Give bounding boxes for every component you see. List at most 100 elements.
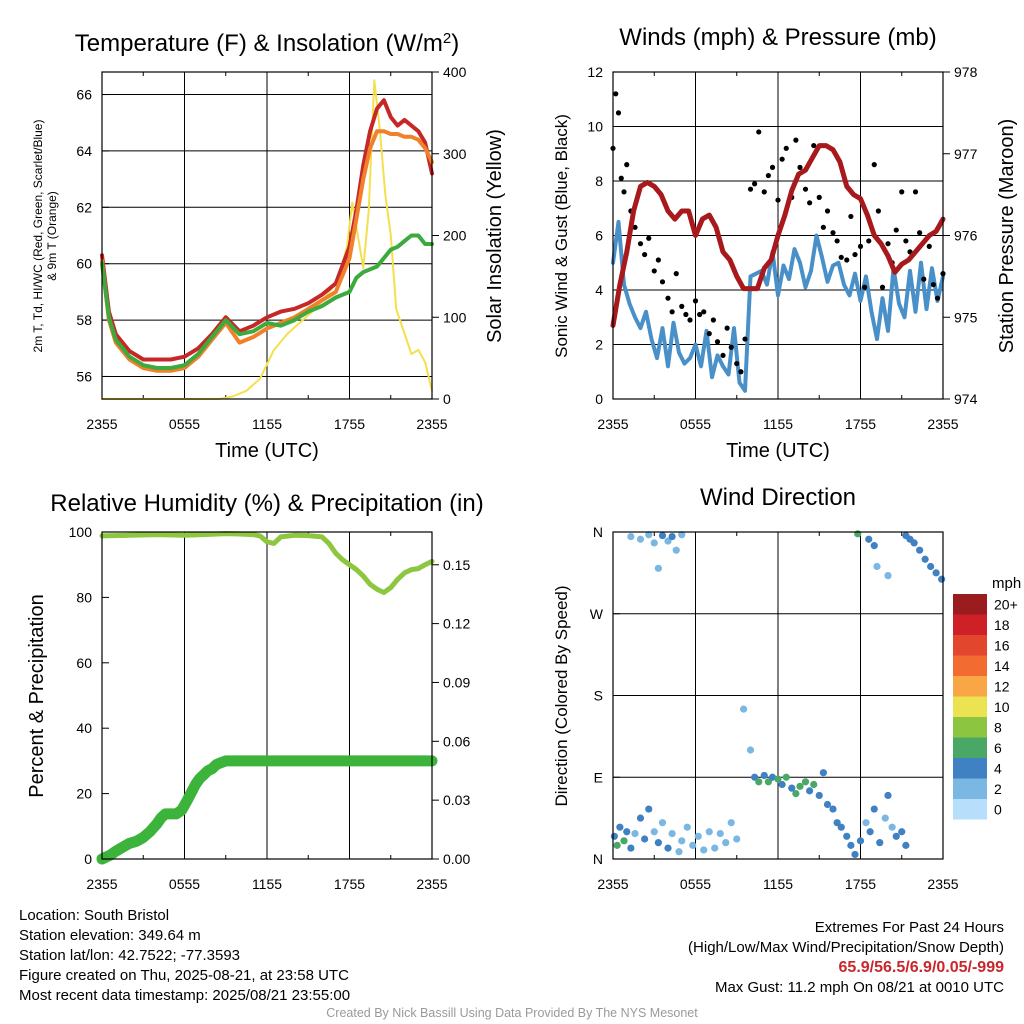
gust-point [912,189,919,195]
direction-point [884,572,892,580]
temperature-x-tick-label: 2355 [86,416,117,432]
direction-title: Wind Direction [700,484,856,511]
direction-x-tick-label: 1755 [845,876,876,892]
gust-point [734,360,740,367]
humidity-y-tick-label: 20 [76,786,92,802]
winds-y-tick-label: 0 [595,391,603,407]
colorbar-swatch [953,635,987,656]
winds-y-tick-label: 2 [595,337,603,353]
direction-point [881,814,889,822]
credit-line: Created By Nick Bassill Using Data Provi… [326,1006,698,1020]
colorbar-swatch [953,594,987,615]
direction-y-tick-label: E [594,769,603,785]
extremes-info: Extremes For Past 24 Hours (High/Low/Max… [688,918,1004,998]
colorbar-label: 8 [994,719,1002,735]
direction-point [664,844,672,852]
colorbar-swatch [953,655,987,676]
direction-point [627,532,635,541]
gust-point [830,230,836,236]
direction-point [689,841,697,849]
gust-point [621,189,627,195]
direction-point [870,542,878,550]
gust-point [724,325,730,331]
max-gust: Max Gust: 11.2 mph On 08/21 at 0010 UTC [714,979,1004,996]
direction-point [865,535,873,543]
temperature-x-tick-label: 1755 [334,416,365,432]
direction-point [645,531,653,539]
gust-point [642,251,648,258]
direction-point [823,800,832,809]
direction-point [613,841,621,849]
direction-point [806,787,814,795]
colorbar-label: 6 [994,740,1002,756]
gust-point [769,164,776,170]
colorbar-label: 14 [994,658,1010,674]
relative-humidity-line [99,531,435,595]
winds-y2-tick-label: 977 [954,146,978,162]
winds-x-tick-label: 1155 [763,416,793,432]
colorbar-swatch [953,799,987,820]
winds-y-tick-label: 4 [595,282,603,298]
humidity-y-tick-label: 80 [76,589,92,605]
humidity-y-tick-label: 40 [76,720,92,736]
gust-point [738,369,744,375]
direction-point [819,769,827,777]
gust-point [669,309,675,315]
extremes-title: Extremes For Past 24 Hours [814,919,1004,936]
gust-point [917,230,923,236]
winds-panel: 2355 0555 1155 1755 2355 0 2 4 6 8 10 12 974 975 976 97… [552,24,1018,462]
station-latlon: Station lat/lon: 42.7522; -77.3593 [19,947,241,964]
direction-point [851,850,859,859]
gust-point [747,186,754,192]
pressure-line [610,143,946,328]
direction-y-tick-label: S [594,688,603,704]
direction-point [678,837,686,845]
humidity-title: Relative Humidity (%) & Precipitation (i… [50,490,483,517]
winds-y2-tick-label: 978 [954,64,978,80]
direction-point [623,828,631,836]
winds-y-tick-label: 10 [587,119,603,135]
temperature-y-tick-label: 62 [76,199,92,215]
gust-point [618,175,624,181]
temperature-ylabel-line2: & 9m T (Orange) [45,191,59,281]
gust-point [714,339,721,345]
gust-point [857,243,864,249]
humidity-panel: 2355 0555 1155 1755 2355 0 20 40 60 80 100 0.00 0.03… [26,490,484,892]
winds-y2label: Station Pressure (Maroon) [996,119,1018,354]
direction-panel: 2355 0555 1155 1755 2355 N E S W N Wind Direction… [552,484,1021,892]
temperature-y2-tick-label: 300 [443,146,467,162]
gust-point [692,298,699,304]
humidity-y2-tick-label: 0.06 [443,733,470,749]
colorbar-swatch [953,696,987,717]
colorbar-label: 4 [994,760,1002,776]
winds-y-tick-label: 12 [587,64,603,80]
winds-y-tick-label: 6 [595,228,603,244]
direction-x-tick-label: 2355 [927,876,958,892]
humidity-y2-tick-label: 0.09 [443,674,470,690]
direction-point [810,780,818,789]
gust-point [844,257,850,263]
colorbar-swatch [953,758,987,779]
colorbar-swatch [953,778,987,799]
direction-point [755,778,763,786]
humidity-x-tick-label: 1155 [252,876,282,892]
humidity-y-tick-label: 60 [76,655,92,671]
direction-point [910,539,918,547]
temperature-y2-tick-label: 100 [443,309,467,325]
gust-point [893,227,899,233]
temperature-title: Temperature (F) & Insolation (W/m2) [75,30,459,58]
direction-point [801,778,810,786]
humidity-y2-tick-label: 0.15 [443,557,470,573]
gust-point [683,311,689,318]
direction-x-tick-label: 1155 [763,876,793,892]
winds-x-tick-label: 0555 [680,416,711,432]
gust-point [613,91,619,97]
temperature-y-tick-label: 58 [76,312,92,328]
humidity-y2-tick-label: 0.00 [443,851,470,867]
direction-point [705,828,713,836]
colorbar-label: 16 [994,637,1010,653]
gust-point [848,213,854,220]
direction-point [700,846,708,854]
gust-point [871,162,877,168]
humidity-y-tick-label: 100 [69,524,93,540]
